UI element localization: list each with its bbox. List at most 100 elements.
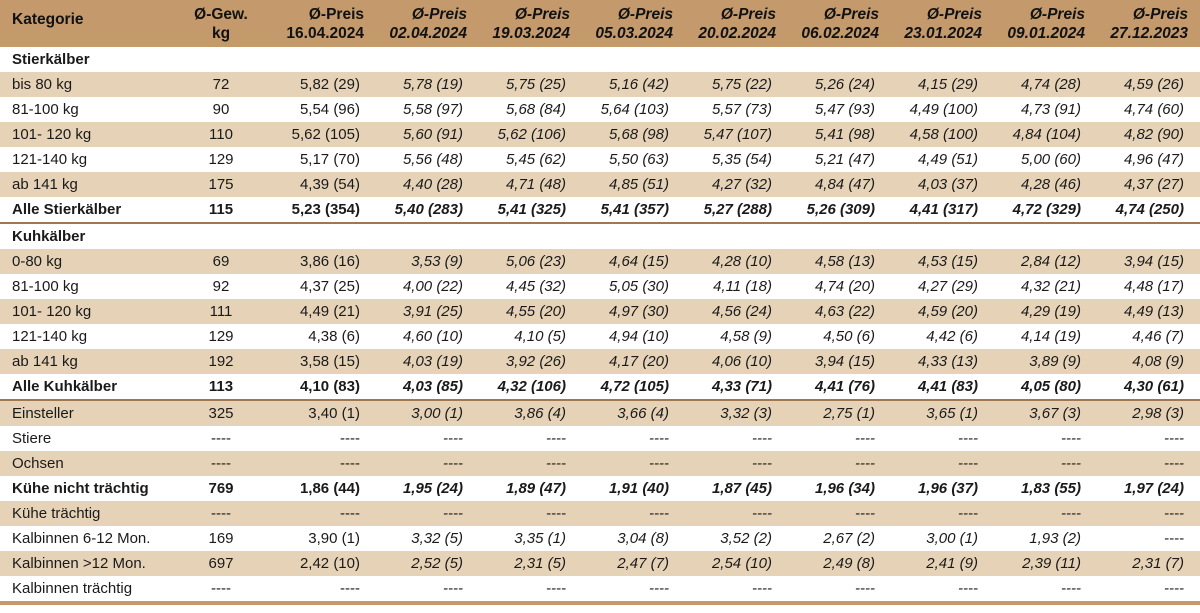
price-cell: 5,23 (354) <box>272 197 376 224</box>
price-cell: 3,94 (15) <box>788 349 891 374</box>
price-cell: ---- <box>788 451 891 476</box>
price-cell: 4,96 (47) <box>1097 147 1200 172</box>
price-cell: ---- <box>272 576 376 605</box>
row-label: ab 141 kg <box>0 172 170 197</box>
price-cell: 4,10 (83) <box>272 374 376 401</box>
header-weight: Ø-Gew. kg <box>170 0 272 47</box>
price-cell: 5,82 (29) <box>272 72 376 97</box>
price-cell: 4,32 (21) <box>994 274 1097 299</box>
price-cell: 5,00 (60) <box>994 147 1097 172</box>
header-weight-line2: kg <box>211 25 231 42</box>
header-price-label: Ø-Preis <box>720 6 776 23</box>
price-cell: 1,96 (34) <box>788 476 891 501</box>
header-price-label: Ø-Preis <box>823 6 879 23</box>
price-cell: 4,59 (26) <box>1097 72 1200 97</box>
price-cell: 3,86 (16) <box>272 249 376 274</box>
header-category: Kategorie <box>0 0 170 47</box>
price-cell: ---- <box>479 451 582 476</box>
price-cell: 5,40 (283) <box>376 197 479 224</box>
row-label: bis 80 kg <box>0 72 170 97</box>
price-cell: 2,67 (2) <box>788 526 891 551</box>
header-date: 23.01.2024 <box>904 25 982 42</box>
price-cell: ---- <box>479 576 582 605</box>
price-cell: ---- <box>272 426 376 451</box>
price-cell: 4,37 (25) <box>272 274 376 299</box>
price-cell: ---- <box>272 501 376 526</box>
price-cell: 3,92 (26) <box>479 349 582 374</box>
price-cell: 3,04 (8) <box>582 526 685 551</box>
price-cell: 4,03 (19) <box>376 349 479 374</box>
header-price-label: Ø-Preis <box>617 6 673 23</box>
price-cell: 4,05 (80) <box>994 374 1097 401</box>
price-cell: ---- <box>891 451 994 476</box>
row-weight: 90 <box>170 97 272 122</box>
price-cell: 1,87 (45) <box>685 476 788 501</box>
row-label: Alle Stierkälber <box>0 197 170 224</box>
table-row: 0-80 kg 69 3,86 (16) 3,53 (9) 5,06 (23) 4,64 … <box>0 249 1200 274</box>
price-cell: 2,31 (5) <box>479 551 582 576</box>
price-cell: 4,08 (9) <box>1097 349 1200 374</box>
row-weight: 129 <box>170 324 272 349</box>
row-weight: 697 <box>170 551 272 576</box>
price-cell: 4,33 (71) <box>685 374 788 401</box>
price-cell: 5,57 (73) <box>685 97 788 122</box>
header-price-5: Ø-Preis 06.02.2024 <box>788 0 891 47</box>
price-cell: 5,56 (48) <box>376 147 479 172</box>
price-cell: 2,84 (12) <box>994 249 1097 274</box>
price-cell: 4,58 (100) <box>891 122 994 147</box>
price-cell: 2,41 (9) <box>891 551 994 576</box>
header-price-7: Ø-Preis 09.01.2024 <box>994 0 1097 47</box>
price-cell: 1,97 (24) <box>1097 476 1200 501</box>
price-cell: 5,45 (62) <box>479 147 582 172</box>
price-cell: ---- <box>891 426 994 451</box>
price-cell: 4,03 (85) <box>376 374 479 401</box>
table-row: ab 141 kg 192 3,58 (15) 4,03 (19) 3,92 (26) 4… <box>0 349 1200 374</box>
row-weight: 72 <box>170 72 272 97</box>
price-cell: 4,49 (13) <box>1097 299 1200 324</box>
price-cell: 4,29 (19) <box>994 299 1097 324</box>
price-cell: 4,58 (13) <box>788 249 891 274</box>
table-row: Stiere ---- ---- ---- ---- ---- ---- ---- ---- --… <box>0 426 1200 451</box>
price-cell: ---- <box>685 576 788 605</box>
price-cell: 4,49 (21) <box>272 299 376 324</box>
price-cell: ---- <box>582 501 685 526</box>
price-cell: ---- <box>891 501 994 526</box>
price-cell: 4,49 (100) <box>891 97 994 122</box>
header-price-label: Ø-Preis <box>1132 6 1188 23</box>
price-cell: 5,75 (25) <box>479 72 582 97</box>
table-row: Kalbinnen trächtig ---- ---- ---- ---- ---- --… <box>0 576 1200 605</box>
row-weight: 129 <box>170 147 272 172</box>
row-label: 81-100 kg <box>0 97 170 122</box>
price-cell: 5,58 (97) <box>376 97 479 122</box>
price-cell: 4,27 (32) <box>685 172 788 197</box>
price-cell: 5,78 (19) <box>376 72 479 97</box>
price-cell: 4,40 (28) <box>376 172 479 197</box>
total-row: Alle Kuhkälber 113 4,10 (83) 4,03 (85) 4,32 … <box>0 374 1200 401</box>
price-cell: 5,68 (84) <box>479 97 582 122</box>
table-row: 81-100 kg 90 5,54 (96) 5,58 (97) 5,68 (84) 5,… <box>0 97 1200 122</box>
price-cell: 4,03 (37) <box>891 172 994 197</box>
header-price-label: Ø-Preis <box>411 6 467 23</box>
table-row: Kühe nicht trächtig 769 1,86 (44) 1,95 (24)… <box>0 476 1200 501</box>
price-cell: 3,58 (15) <box>272 349 376 374</box>
price-cell: 2,47 (7) <box>582 551 685 576</box>
section-row: Kuhkälber <box>0 223 1200 249</box>
header-price-3: Ø-Preis 05.03.2024 <box>582 0 685 47</box>
price-cell: 5,26 (24) <box>788 72 891 97</box>
price-cell: 4,72 (329) <box>994 197 1097 224</box>
table-body: Stierkälber bis 80 kg 72 5,82 (29) 5,78 (19)… <box>0 47 1200 605</box>
row-weight: ---- <box>170 426 272 451</box>
price-cell: 4,14 (19) <box>994 324 1097 349</box>
price-cell: 3,40 (1) <box>272 400 376 426</box>
price-cell: 5,50 (63) <box>582 147 685 172</box>
price-cell: 4,42 (6) <box>891 324 994 349</box>
header-date: 16.04.2024 <box>286 25 364 42</box>
row-weight: ---- <box>170 451 272 476</box>
price-cell: 5,64 (103) <box>582 97 685 122</box>
row-weight: ---- <box>170 501 272 526</box>
price-cell: 3,91 (25) <box>376 299 479 324</box>
table-row: Kalbinnen >12 Mon. 697 2,42 (10) 2,52 (5) 2,… <box>0 551 1200 576</box>
header-weight-line1: Ø-Gew. <box>194 6 248 23</box>
price-cell: 4,33 (13) <box>891 349 994 374</box>
price-cell: 4,41 (83) <box>891 374 994 401</box>
